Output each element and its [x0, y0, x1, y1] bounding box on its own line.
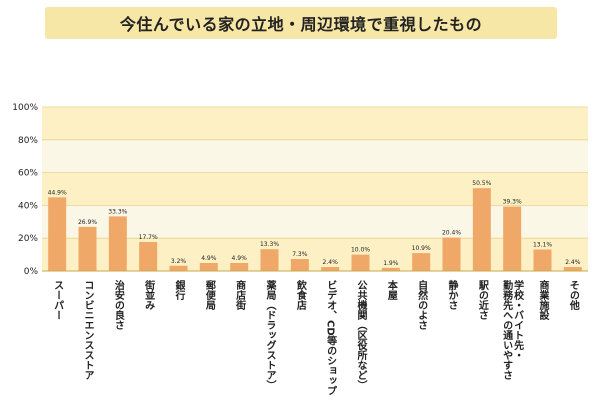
x-category-label: 街並み [143, 279, 156, 311]
bar [230, 262, 249, 271]
grid-band [42, 139, 588, 173]
x-category-label: 郵便局 [203, 279, 216, 311]
x-category-label: その他 [567, 280, 580, 311]
data-label: 2.4% [565, 259, 581, 266]
data-label: 20.4% [442, 230, 461, 237]
x-category-label: 銀行 [173, 279, 186, 301]
x-category-label: 治安の良さ [112, 279, 124, 330]
data-label: 10.0% [351, 247, 370, 254]
bar [139, 241, 158, 271]
y-tick-label: 0% [24, 267, 39, 277]
grid-band [42, 172, 588, 206]
chart-title-bar: 今住んでいる家の立地・周辺環境で重視したもの [45, 7, 557, 39]
bar [503, 206, 522, 271]
y-tick-label: 80% [18, 136, 38, 146]
bar [169, 265, 188, 271]
data-label: 7.3% [292, 251, 308, 258]
bar [442, 237, 461, 271]
x-category-label: 自然のよさ [416, 279, 428, 330]
x-category-label: コンビニエンスストア [82, 280, 94, 380]
bar [412, 253, 431, 271]
bar [48, 197, 67, 271]
x-category-label: 勤務先への通いやすさ [501, 279, 513, 380]
x-category-label: スーパー [52, 280, 64, 320]
grid-band [42, 238, 588, 271]
data-label: 4.9% [201, 255, 217, 262]
data-label: 50.5% [472, 180, 491, 187]
bar [472, 188, 491, 271]
x-category-label: 静かさ [446, 279, 458, 310]
bar [199, 262, 218, 271]
data-label: 26.9% [78, 219, 97, 226]
x-category-label: 商店街 [234, 279, 247, 311]
data-label: 44.9% [48, 189, 67, 196]
bar [260, 249, 279, 271]
data-label: 3.2% [171, 258, 187, 265]
x-category-label: 商業施設 [537, 279, 550, 321]
x-category-label: ビデオ、CD等のショップ [325, 279, 337, 396]
bar [563, 267, 582, 271]
y-tick-label: 100% [12, 103, 38, 113]
data-label: 4.9% [232, 255, 248, 262]
bar [290, 259, 309, 271]
y-tick-label: 60% [18, 169, 38, 179]
data-label: 13.3% [260, 241, 279, 248]
grid-band [42, 107, 588, 140]
grid-band [42, 205, 588, 239]
bar [321, 267, 340, 271]
y-tick-label: 40% [18, 201, 38, 211]
data-label: 13.1% [533, 242, 552, 249]
bar [108, 216, 127, 271]
x-category-label: 学校・バイト先・ [512, 279, 524, 360]
chart-title: 今住んでいる家の立地・周辺環境で重視したもの [119, 15, 483, 34]
bar [351, 254, 370, 271]
data-label: 1.9% [383, 260, 399, 267]
data-label: 17.7% [139, 234, 158, 241]
bar [381, 267, 400, 271]
y-tick-label: 20% [18, 234, 38, 244]
x-category-label: 公共機関（区役所など） [355, 280, 368, 390]
data-label: 10.9% [412, 245, 431, 252]
data-label: 2.4% [323, 259, 339, 266]
x-category-label: 駅の近さ [476, 280, 489, 320]
data-label: 39.3% [503, 199, 522, 206]
x-category-label: 本屋 [385, 279, 397, 301]
x-category-label: 薬局（ドラッグストア） [264, 279, 277, 390]
x-category-label: 飲食店 [294, 279, 307, 311]
bar [78, 226, 97, 271]
bar [533, 249, 552, 271]
data-label: 33.3% [108, 208, 127, 215]
